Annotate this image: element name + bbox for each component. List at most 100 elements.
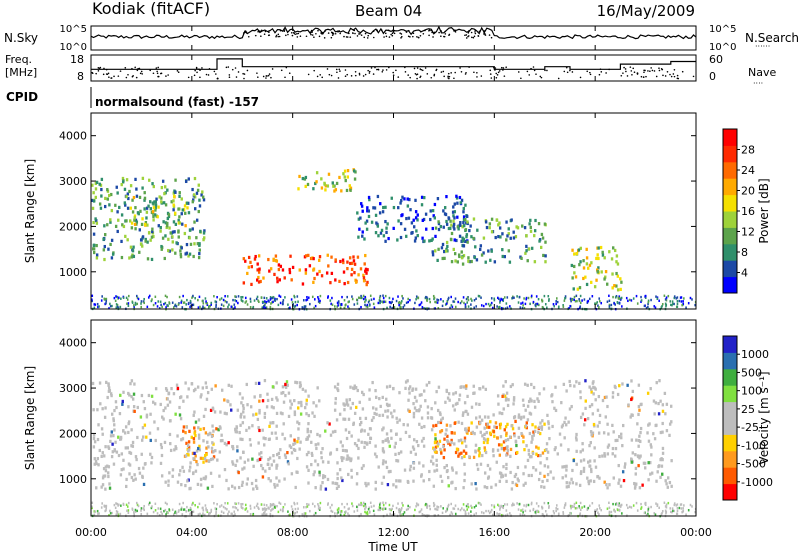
power-cell xyxy=(678,299,681,303)
velocity-cell xyxy=(126,505,129,508)
power-cell xyxy=(273,272,276,277)
velocity-cell xyxy=(91,506,93,510)
power-cell xyxy=(179,255,183,259)
nave-point xyxy=(362,75,365,77)
power-cell xyxy=(419,303,422,306)
velocity-cell xyxy=(122,390,125,394)
velocity-cell xyxy=(582,469,586,473)
power-cell xyxy=(235,299,238,303)
power-cell xyxy=(480,253,484,257)
power-cell xyxy=(541,305,544,309)
power-cell xyxy=(500,306,503,310)
velocity-cell xyxy=(202,439,205,443)
velocity-cell xyxy=(172,392,176,396)
power-cell xyxy=(518,295,521,299)
velocity-cell xyxy=(524,424,528,428)
velocity-cell xyxy=(256,417,260,422)
velocity-cell xyxy=(533,429,537,433)
velocity-cell xyxy=(434,401,437,405)
power-cell xyxy=(400,300,403,303)
velocity-cell xyxy=(282,509,284,513)
power-cell xyxy=(610,303,613,307)
nave-point xyxy=(344,75,347,78)
velocity-cell xyxy=(207,459,211,463)
noise-search-point xyxy=(337,30,339,33)
velocity-cell xyxy=(413,395,417,399)
velocity-cell xyxy=(130,395,133,399)
velocity-cell xyxy=(546,450,550,454)
velocity-cell xyxy=(453,442,456,446)
velocity-cell xyxy=(234,506,236,509)
velocity-cell xyxy=(496,512,498,515)
velocity-cell xyxy=(301,387,305,391)
velocity-cell xyxy=(194,420,198,424)
power-cell xyxy=(672,302,674,306)
velocity-cell xyxy=(563,436,566,440)
power-cell xyxy=(258,300,260,304)
velocity-cell xyxy=(547,426,551,430)
power-cell xyxy=(387,236,390,241)
nave-point xyxy=(608,68,610,71)
power-cell xyxy=(462,296,465,299)
power-cell xyxy=(431,250,434,254)
velocity-cell xyxy=(103,504,106,507)
velocity-cell xyxy=(581,448,585,452)
velocity-cell xyxy=(437,385,441,389)
power-cell xyxy=(512,230,515,234)
velocity-cell xyxy=(395,458,398,463)
velocity-cell xyxy=(113,408,116,413)
power-cell xyxy=(417,296,420,299)
velocity-cell xyxy=(289,434,292,438)
power-cell xyxy=(334,305,336,308)
velocity-cell xyxy=(429,507,431,511)
power-cell xyxy=(428,239,431,243)
power-cell xyxy=(379,202,382,206)
velocity-cell xyxy=(546,472,550,477)
velocity-cell xyxy=(470,431,473,435)
nave-point xyxy=(382,69,384,71)
velocity-cell xyxy=(341,478,344,483)
power-cell xyxy=(530,294,533,298)
velocity-cell xyxy=(178,473,181,477)
power-cell xyxy=(534,218,537,223)
velocity-cell xyxy=(490,508,493,512)
velocity-cell xyxy=(475,463,479,467)
velocity-cell xyxy=(140,512,143,516)
power-cell xyxy=(141,186,144,190)
nave-point xyxy=(113,75,115,78)
velocity-cell xyxy=(529,509,531,513)
velocity-cell xyxy=(665,510,668,514)
velocity-cell xyxy=(351,401,355,406)
power-cell xyxy=(92,191,95,195)
velocity-cell xyxy=(411,445,415,449)
power-cell xyxy=(167,213,171,217)
power-cell xyxy=(191,303,194,307)
velocity-cell xyxy=(612,502,614,506)
velocity-cell xyxy=(329,506,332,509)
power-cell xyxy=(546,306,548,309)
velocity-cell xyxy=(111,442,114,446)
velocity-cell xyxy=(514,472,518,477)
velocity-cell xyxy=(153,402,157,406)
velocity-cell xyxy=(240,412,243,416)
power-cell xyxy=(368,304,371,307)
velocity-cell xyxy=(632,504,635,507)
power-cell xyxy=(538,239,541,243)
nave-point xyxy=(571,71,574,73)
velocity-cell xyxy=(136,509,139,513)
power-cell xyxy=(452,300,455,303)
velocity-cell xyxy=(211,441,214,445)
velocity-cell xyxy=(193,410,196,414)
noise-search-point xyxy=(353,29,355,32)
velocity-cell xyxy=(137,504,140,508)
velocity-cell xyxy=(428,504,431,508)
power-cell xyxy=(429,217,432,222)
velocity-cell xyxy=(197,436,201,440)
velocity-cell xyxy=(456,401,459,406)
velocity-cell xyxy=(202,460,205,464)
velocity-cell xyxy=(241,502,244,506)
power-cell xyxy=(499,235,502,239)
velocity-cell xyxy=(348,430,351,434)
power-cell xyxy=(202,195,205,199)
velocity-cell xyxy=(608,501,610,505)
